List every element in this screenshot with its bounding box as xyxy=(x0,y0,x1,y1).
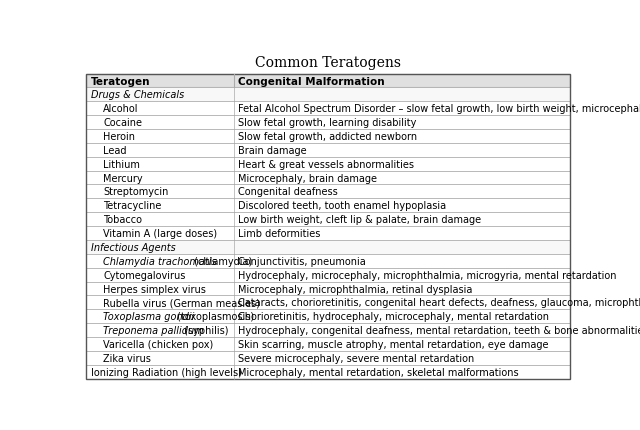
Text: Limb deformities: Limb deformities xyxy=(238,228,321,239)
Text: Cytomegalovirus: Cytomegalovirus xyxy=(103,270,186,280)
Bar xyxy=(86,144,570,157)
Bar xyxy=(86,310,570,323)
Text: Infectious Agents: Infectious Agents xyxy=(91,243,175,252)
Text: Cocaine: Cocaine xyxy=(103,118,142,128)
Text: Herpes simplex virus: Herpes simplex virus xyxy=(103,284,206,294)
Text: Slow fetal growth, addicted newborn: Slow fetal growth, addicted newborn xyxy=(238,132,417,141)
Text: Brain damage: Brain damage xyxy=(238,145,307,155)
Text: Cataracts, chorioretinitis, congenital heart defects, deafness, glaucoma, microp: Cataracts, chorioretinitis, congenital h… xyxy=(238,298,640,308)
Bar xyxy=(86,296,570,310)
Bar xyxy=(86,365,570,379)
Text: Severe microcephaly, severe mental retardation: Severe microcephaly, severe mental retar… xyxy=(238,353,475,363)
Text: Hydrocephaly, congenital deafness, mental retardation, teeth & bone abnormalitie: Hydrocephaly, congenital deafness, menta… xyxy=(238,326,640,335)
Bar xyxy=(86,171,570,185)
Text: Varicella (chicken pox): Varicella (chicken pox) xyxy=(103,339,214,349)
Text: Skin scarring, muscle atrophy, mental retardation, eye damage: Skin scarring, muscle atrophy, mental re… xyxy=(238,339,549,349)
Text: Low birth weight, cleft lip & palate, brain damage: Low birth weight, cleft lip & palate, br… xyxy=(238,215,481,224)
Text: Microcephaly, mental retardation, skeletal malformations: Microcephaly, mental retardation, skelet… xyxy=(238,367,519,377)
Bar xyxy=(86,268,570,282)
Text: Tetracycline: Tetracycline xyxy=(103,201,162,211)
Text: Lithium: Lithium xyxy=(103,159,140,169)
Bar xyxy=(86,323,570,337)
Bar xyxy=(86,199,570,213)
Text: Alcohol: Alcohol xyxy=(103,104,139,114)
Bar xyxy=(86,337,570,351)
Bar xyxy=(86,240,570,254)
Bar xyxy=(86,116,570,129)
Text: Teratogen: Teratogen xyxy=(91,77,150,86)
Text: Congenital Malformation: Congenital Malformation xyxy=(238,77,385,86)
Bar xyxy=(86,254,570,268)
Text: Treponema pallidum: Treponema pallidum xyxy=(103,326,204,335)
Text: Streptomycin: Streptomycin xyxy=(103,187,168,197)
Text: Rubella virus (German measles): Rubella virus (German measles) xyxy=(103,298,260,308)
Bar xyxy=(86,88,570,102)
Text: Tobacco: Tobacco xyxy=(103,215,142,224)
Text: (syphilis): (syphilis) xyxy=(181,326,228,335)
Bar xyxy=(86,185,570,199)
Bar xyxy=(86,129,570,144)
Text: Ionizing Radiation (high levels): Ionizing Radiation (high levels) xyxy=(91,367,242,377)
Text: Chorioretinitis, hydrocephaly, microcephaly, mental retardation: Chorioretinitis, hydrocephaly, microceph… xyxy=(238,312,549,322)
Text: Fetal Alcohol Spectrum Disorder – slow fetal growth, low birth weight, microceph: Fetal Alcohol Spectrum Disorder – slow f… xyxy=(238,104,640,114)
Bar xyxy=(86,213,570,227)
Bar xyxy=(86,75,570,88)
Bar xyxy=(86,282,570,296)
Text: Slow fetal growth, learning disability: Slow fetal growth, learning disability xyxy=(238,118,417,128)
Text: Drugs & Chemicals: Drugs & Chemicals xyxy=(91,90,184,100)
Text: Microcephaly, microphthalmia, retinal dysplasia: Microcephaly, microphthalmia, retinal dy… xyxy=(238,284,473,294)
Text: Toxoplasma gondii: Toxoplasma gondii xyxy=(103,312,195,322)
Bar xyxy=(86,102,570,116)
Text: Lead: Lead xyxy=(103,145,127,155)
Text: (toxoplasmosis): (toxoplasmosis) xyxy=(174,312,254,322)
Text: Heart & great vessels abnormalities: Heart & great vessels abnormalities xyxy=(238,159,414,169)
Text: Discolored teeth, tooth enamel hypoplasia: Discolored teeth, tooth enamel hypoplasi… xyxy=(238,201,447,211)
Text: Chlamydia trachomatis: Chlamydia trachomatis xyxy=(103,256,217,266)
Text: Hydrocephaly, microcephaly, microphthalmia, microgyria, mental retardation: Hydrocephaly, microcephaly, microphthalm… xyxy=(238,270,617,280)
Bar xyxy=(86,351,570,365)
Text: Microcephaly, brain damage: Microcephaly, brain damage xyxy=(238,173,378,183)
Text: Conjunctivitis, pneumonia: Conjunctivitis, pneumonia xyxy=(238,256,366,266)
Text: Mercury: Mercury xyxy=(103,173,143,183)
Text: (chlamydia): (chlamydia) xyxy=(191,256,253,266)
Text: Zika virus: Zika virus xyxy=(103,353,151,363)
Text: Common Teratogens: Common Teratogens xyxy=(255,55,401,69)
Text: Congenital deafness: Congenital deafness xyxy=(238,187,338,197)
Bar xyxy=(86,227,570,240)
Text: Vitamin A (large doses): Vitamin A (large doses) xyxy=(103,228,218,239)
Text: Heroin: Heroin xyxy=(103,132,135,141)
Bar xyxy=(86,157,570,171)
